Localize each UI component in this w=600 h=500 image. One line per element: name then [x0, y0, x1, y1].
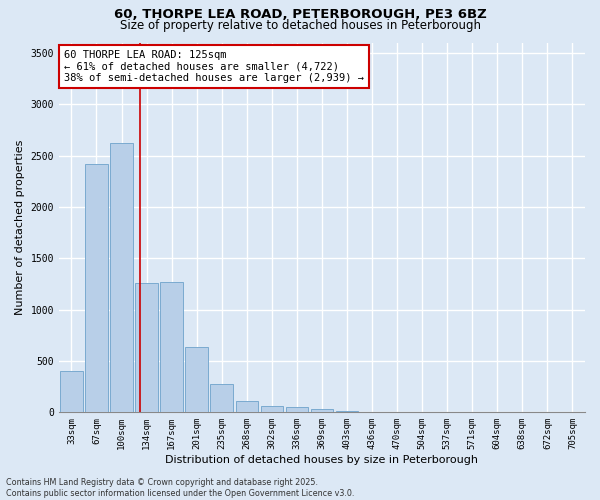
Bar — [211, 384, 233, 412]
Bar — [85, 164, 108, 412]
Bar — [236, 401, 258, 412]
Bar — [60, 371, 83, 412]
Bar — [160, 282, 183, 412]
Bar — [286, 407, 308, 412]
Y-axis label: Number of detached properties: Number of detached properties — [15, 140, 25, 315]
Text: 60, THORPE LEA ROAD, PETERBOROUGH, PE3 6BZ: 60, THORPE LEA ROAD, PETERBOROUGH, PE3 6… — [113, 8, 487, 20]
Bar — [260, 406, 283, 412]
Bar — [185, 346, 208, 412]
Text: Contains HM Land Registry data © Crown copyright and database right 2025.
Contai: Contains HM Land Registry data © Crown c… — [6, 478, 355, 498]
Bar — [110, 143, 133, 412]
Bar — [311, 410, 333, 412]
Bar — [136, 283, 158, 412]
Text: 60 THORPE LEA ROAD: 125sqm
← 61% of detached houses are smaller (4,722)
38% of s: 60 THORPE LEA ROAD: 125sqm ← 61% of deta… — [64, 50, 364, 83]
X-axis label: Distribution of detached houses by size in Peterborough: Distribution of detached houses by size … — [166, 455, 478, 465]
Text: Size of property relative to detached houses in Peterborough: Size of property relative to detached ho… — [119, 18, 481, 32]
